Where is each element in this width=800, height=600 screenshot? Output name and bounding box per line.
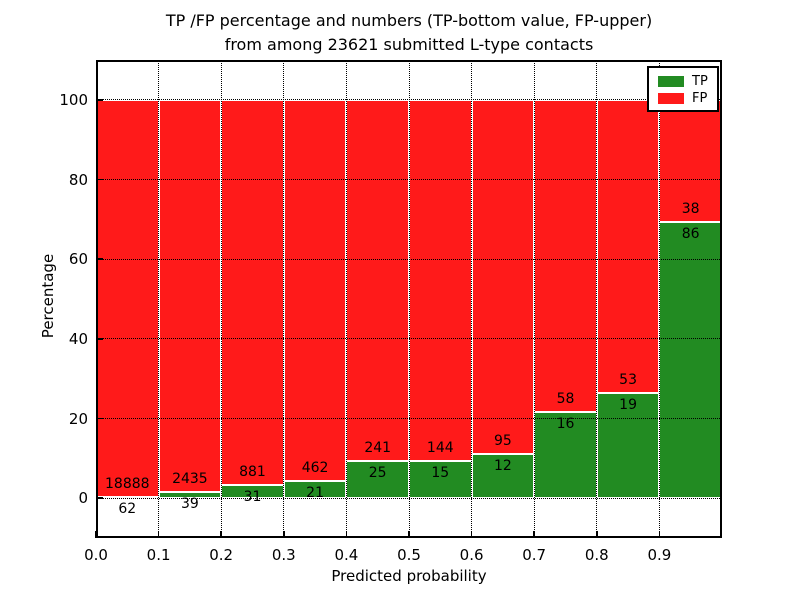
v-gridline	[408, 60, 410, 538]
y-tick-label: 40	[68, 329, 88, 348]
y-tick-mark	[96, 338, 103, 340]
y-tick-label: 20	[68, 409, 88, 428]
x-tick-mark	[596, 531, 598, 538]
x-tick-label: 0.7	[522, 546, 547, 564]
x-tick-mark	[470, 531, 473, 538]
x-tick-label: 0.9	[647, 546, 672, 564]
tp-bar	[409, 460, 472, 499]
fp-count-label: 58	[556, 391, 575, 408]
x-tick-mark	[283, 531, 285, 538]
tp-bar	[659, 221, 722, 499]
tp-count-label: 19	[619, 397, 637, 414]
tp-bar	[596, 393, 660, 499]
tp-bar	[534, 412, 597, 499]
fp-bar	[409, 99, 472, 461]
y-tick-label: 80	[68, 170, 88, 189]
fp-bar	[96, 99, 159, 497]
tp-count-label: 39	[180, 495, 199, 512]
tp-count-label: 16	[556, 416, 575, 433]
x-tick-label: 0.0	[84, 546, 108, 564]
legend-item-tp: TP	[658, 73, 717, 90]
x-tick-mark	[345, 531, 348, 538]
h-gridline	[96, 179, 722, 180]
h-gridline	[96, 418, 722, 419]
fp-bar	[534, 99, 597, 413]
fp-swatch-icon	[658, 93, 684, 104]
legend: TP FP	[647, 66, 719, 112]
legend-label-fp: FP	[692, 91, 708, 106]
x-tick-label: 0.2	[209, 546, 234, 564]
x-tick-mark	[157, 531, 160, 538]
x-tick-label: 0.5	[397, 546, 421, 564]
x-tick-mark	[220, 531, 222, 538]
x-tick-mark	[95, 531, 97, 538]
tp-count-label: 25	[368, 464, 387, 481]
fp-count-label: 144	[426, 439, 454, 456]
tp-count-label: 12	[493, 457, 512, 474]
fp-bar	[346, 99, 409, 461]
y-tick-mark	[96, 497, 103, 499]
x-tick-label: 0.8	[584, 546, 609, 564]
x-tick-label: 0.6	[459, 546, 484, 564]
tp-count-label: 62	[118, 500, 137, 517]
y-tick-label: 100	[59, 90, 88, 109]
v-gridline	[596, 60, 598, 538]
y-tick-label: 60	[68, 250, 88, 269]
fp-count-label: 881	[239, 463, 266, 480]
fp-bar	[221, 99, 284, 485]
tp-count-label: 86	[681, 225, 700, 242]
plot-area: 18888 62 2435 39 881 31 462 21 241 25 144 15 95 12 58 1…	[95, 60, 722, 538]
fp-count-label: 53	[619, 372, 637, 389]
v-gridline	[471, 60, 473, 538]
fp-count-label: 38	[681, 200, 700, 217]
legend-item-fp: FP	[658, 90, 717, 107]
fp-count-label: 2435	[172, 470, 208, 487]
v-gridline	[345, 60, 347, 538]
h-gridline	[96, 99, 722, 101]
x-axis-title: Predicted probability	[331, 567, 487, 585]
tp-bar	[346, 460, 409, 499]
v-gridline	[533, 60, 535, 538]
fp-bar	[596, 99, 660, 394]
y-tick-mark	[96, 417, 103, 420]
y-tick-mark	[96, 178, 103, 181]
fp-count-label: 95	[493, 432, 512, 449]
y-tick-label: 0	[78, 489, 88, 508]
x-tick-mark	[533, 531, 535, 538]
chart-title-line2: from among 23621 submitted L-type contac…	[224, 35, 594, 54]
chart-title-line1: TP /FP percentage and numbers (TP-bottom…	[165, 11, 653, 30]
fp-bar	[283, 99, 347, 481]
tp-count-label: 31	[243, 488, 262, 505]
x-tick-label: 0.4	[334, 546, 359, 564]
fp-count-label: 241	[364, 439, 392, 456]
h-gridline	[96, 338, 722, 340]
tp-count-label: 21	[306, 484, 324, 501]
fp-count-label: 462	[301, 459, 329, 476]
h-gridline	[96, 258, 722, 260]
legend-label-tp: TP	[692, 74, 708, 89]
tp-count-label: 15	[431, 464, 450, 481]
x-tick-label: 0.3	[271, 546, 296, 564]
x-tick-mark	[658, 531, 661, 538]
v-gridline	[283, 60, 285, 538]
v-gridline	[158, 60, 160, 538]
x-tick-mark	[408, 531, 410, 538]
tp-swatch-icon	[658, 76, 684, 87]
v-gridline	[220, 60, 222, 538]
h-gridline	[96, 497, 722, 499]
y-tick-mark	[96, 99, 103, 101]
fp-count-label: 18888	[105, 475, 150, 492]
v-gridline	[658, 60, 660, 538]
fp-bar	[471, 99, 535, 454]
x-tick-label: 0.1	[146, 546, 171, 564]
fp-bar	[158, 99, 222, 492]
y-tick-mark	[96, 258, 103, 260]
